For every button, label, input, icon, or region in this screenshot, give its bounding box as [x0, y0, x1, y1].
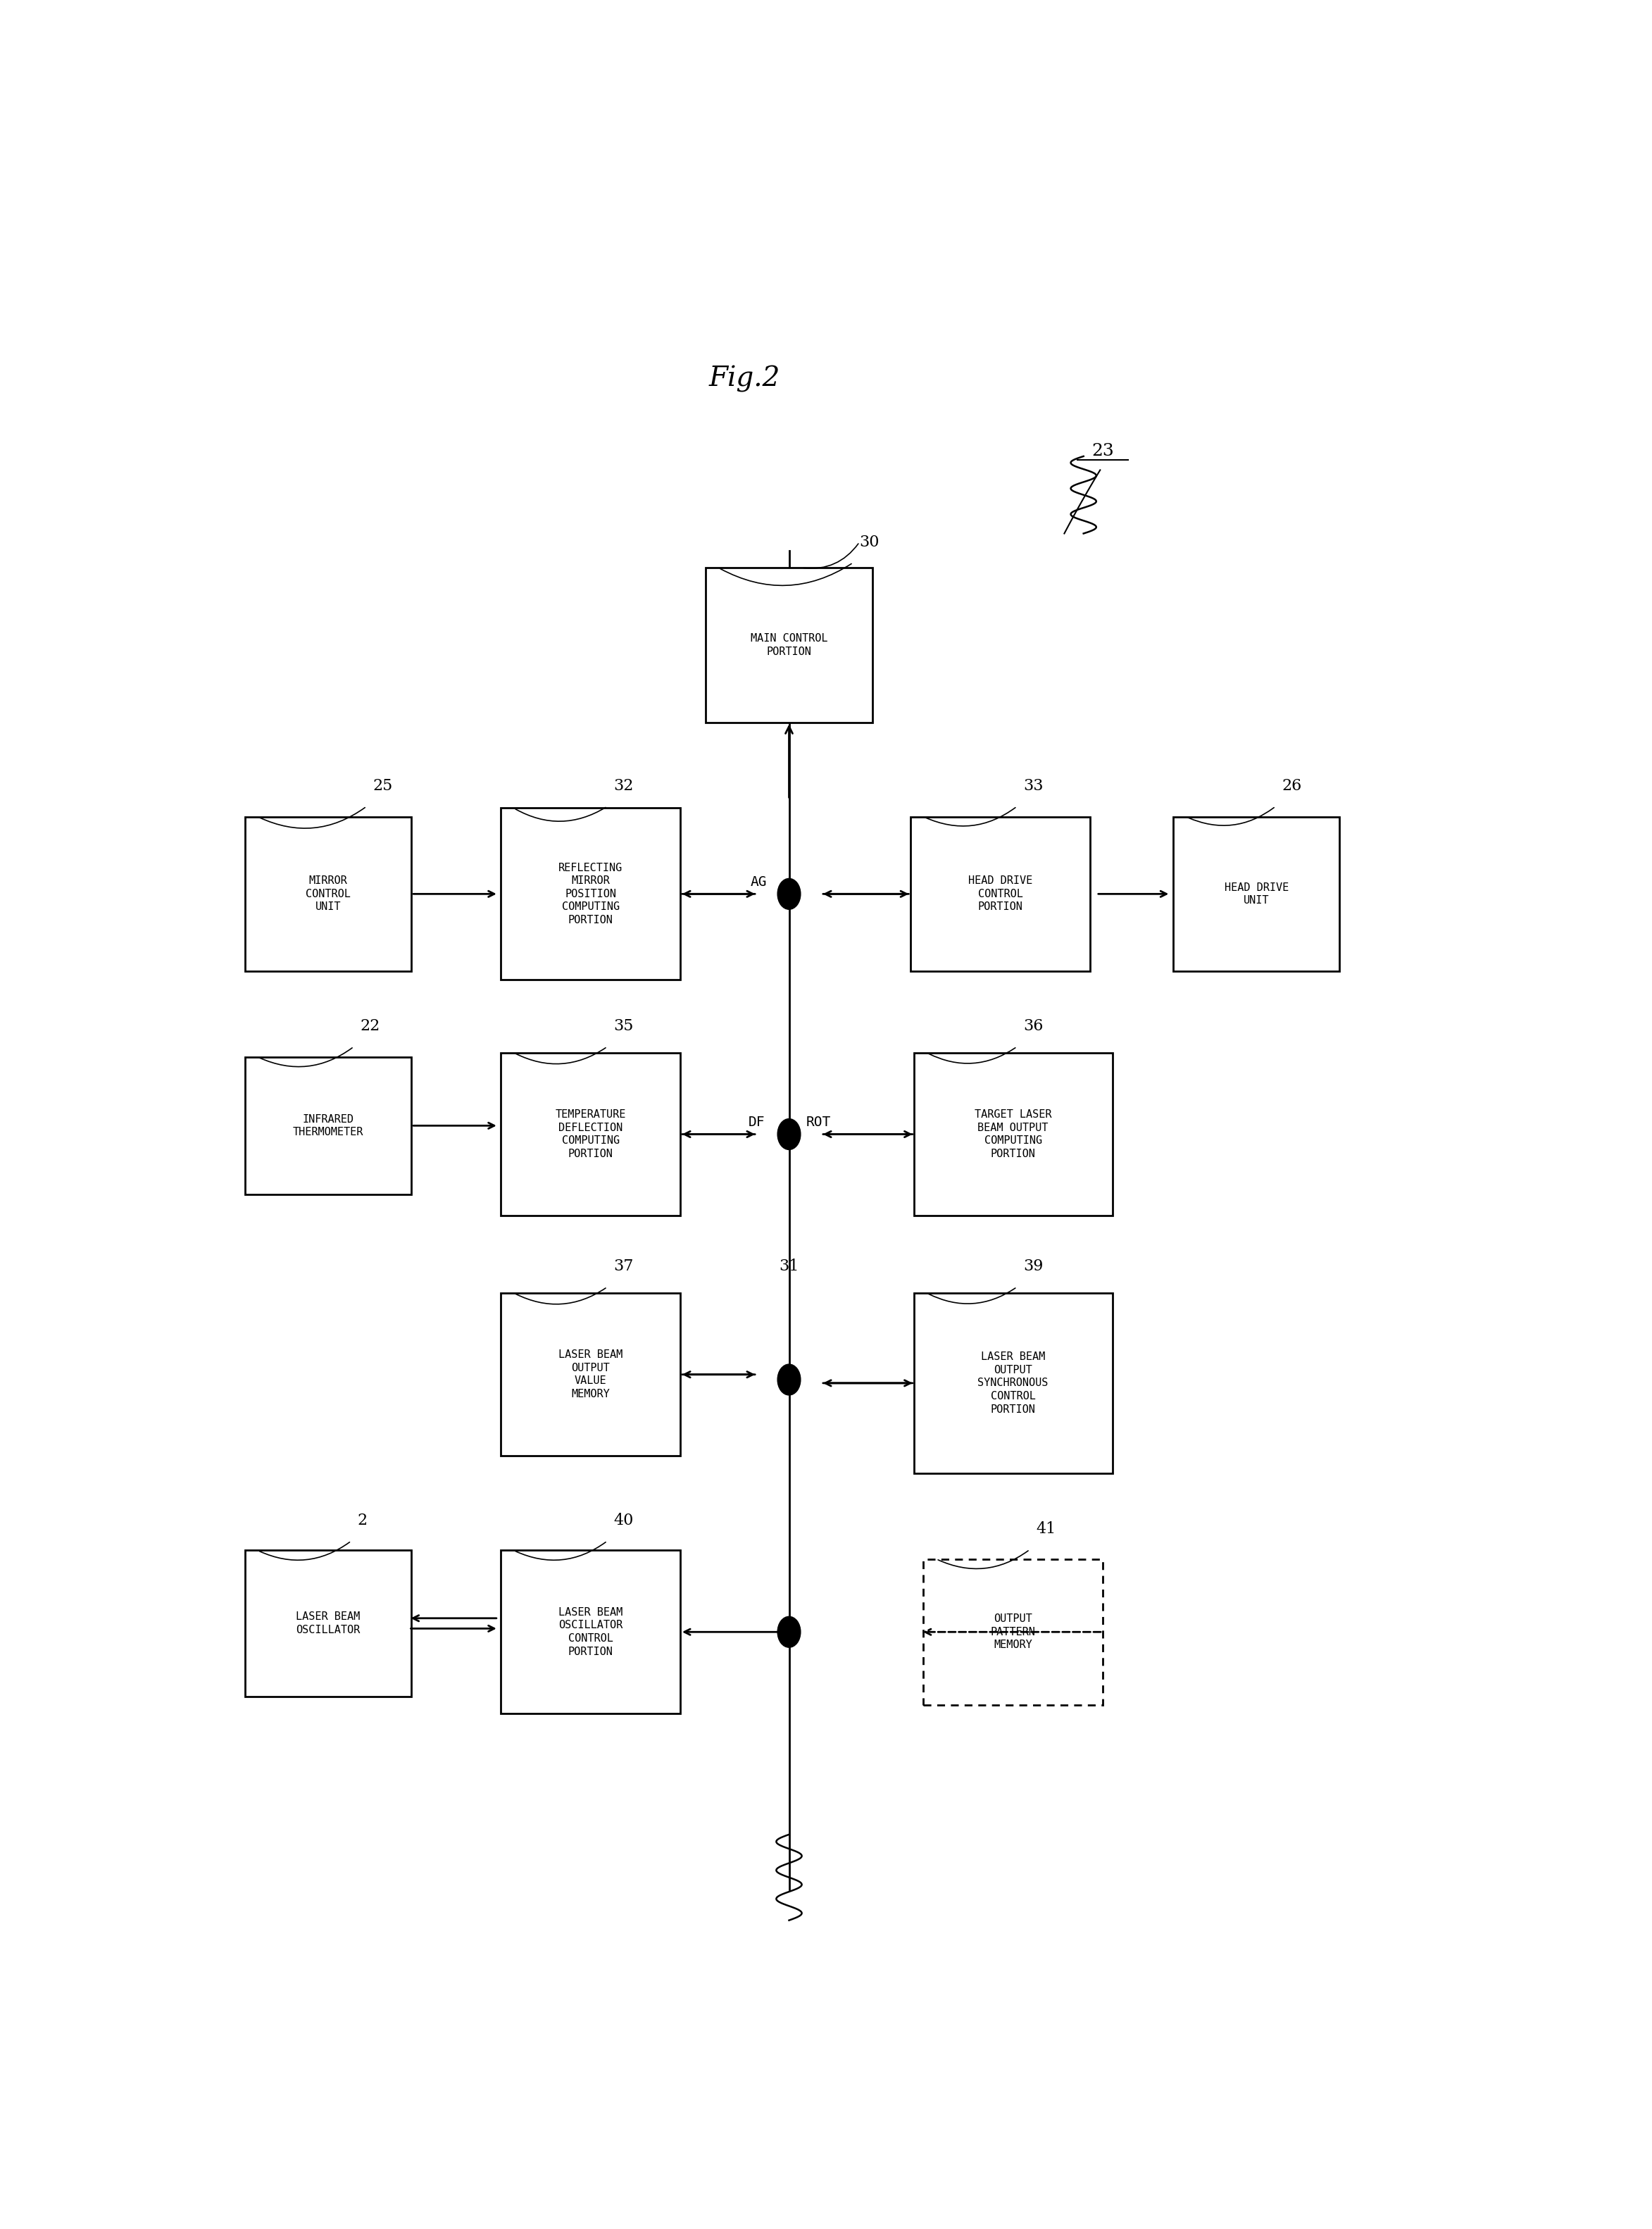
Text: MIRROR
CONTROL
UNIT: MIRROR CONTROL UNIT — [306, 876, 350, 912]
Circle shape — [778, 1119, 801, 1150]
Bar — [501, 1551, 681, 1714]
Text: 33: 33 — [1023, 778, 1044, 794]
Text: Fig.2: Fig.2 — [709, 366, 780, 392]
Bar — [923, 1558, 1104, 1705]
Bar — [501, 1293, 681, 1456]
Text: TARGET LASER
BEAM OUTPUT
COMPUTING
PORTION: TARGET LASER BEAM OUTPUT COMPUTING PORTI… — [975, 1110, 1052, 1159]
Text: MAIN CONTROL
PORTION: MAIN CONTROL PORTION — [750, 633, 828, 658]
Text: LASER BEAM
OSCILLATOR
CONTROL
PORTION: LASER BEAM OSCILLATOR CONTROL PORTION — [558, 1607, 623, 1656]
Text: AG: AG — [750, 876, 767, 889]
Circle shape — [778, 1364, 801, 1395]
Bar — [244, 1551, 411, 1696]
Text: TEMPERATURE
DEFLECTION
COMPUTING
PORTION: TEMPERATURE DEFLECTION COMPUTING PORTION — [555, 1110, 626, 1159]
Text: 39: 39 — [1023, 1259, 1044, 1275]
Text: 23: 23 — [1092, 444, 1113, 459]
Text: 40: 40 — [613, 1513, 634, 1529]
Bar — [914, 1293, 1112, 1473]
Bar — [501, 1052, 681, 1215]
Circle shape — [778, 878, 801, 909]
Text: 26: 26 — [1282, 778, 1302, 794]
Text: DF: DF — [748, 1114, 765, 1128]
Text: ROT: ROT — [806, 1114, 831, 1128]
Bar — [501, 809, 681, 981]
Text: 41: 41 — [1036, 1520, 1056, 1536]
Text: LASER BEAM
OUTPUT
SYNCHRONOUS
CONTROL
PORTION: LASER BEAM OUTPUT SYNCHRONOUS CONTROL PO… — [978, 1351, 1049, 1415]
Text: 31: 31 — [780, 1259, 800, 1275]
Bar — [1173, 816, 1340, 972]
Text: 22: 22 — [360, 1019, 380, 1034]
Text: 32: 32 — [613, 778, 634, 794]
Text: REFLECTING
MIRROR
POSITION
COMPUTING
PORTION: REFLECTING MIRROR POSITION COMPUTING POR… — [558, 863, 623, 925]
Text: HEAD DRIVE
UNIT: HEAD DRIVE UNIT — [1224, 883, 1289, 905]
Text: 36: 36 — [1023, 1019, 1044, 1034]
Text: LASER BEAM
OSCILLATOR: LASER BEAM OSCILLATOR — [296, 1612, 360, 1636]
Bar — [244, 816, 411, 972]
Text: 37: 37 — [613, 1259, 634, 1275]
Text: 30: 30 — [859, 535, 879, 551]
Circle shape — [778, 1616, 801, 1647]
Text: INFRARED
THERMOMETER: INFRARED THERMOMETER — [292, 1114, 363, 1137]
Bar — [914, 1052, 1112, 1215]
Bar — [705, 568, 872, 722]
Text: 35: 35 — [613, 1019, 634, 1034]
Text: 25: 25 — [373, 778, 393, 794]
Text: LASER BEAM
OUTPUT
VALUE
MEMORY: LASER BEAM OUTPUT VALUE MEMORY — [558, 1349, 623, 1400]
Text: HEAD DRIVE
CONTROL
PORTION: HEAD DRIVE CONTROL PORTION — [968, 876, 1032, 912]
Text: 2: 2 — [357, 1513, 367, 1529]
Text: OUTPUT
PATTERN
MEMORY: OUTPUT PATTERN MEMORY — [991, 1614, 1036, 1649]
Bar — [910, 816, 1090, 972]
Bar — [244, 1057, 411, 1195]
